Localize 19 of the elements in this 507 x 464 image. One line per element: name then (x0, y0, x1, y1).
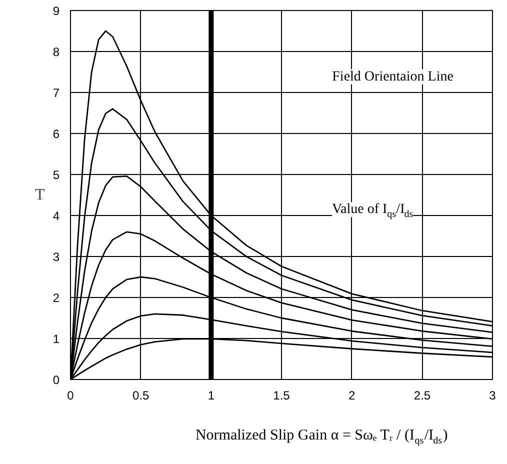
y-tick-label: 6 (52, 127, 60, 141)
y-tick-label: 0 (52, 373, 60, 387)
x-tick-label: 0.5 (132, 388, 150, 402)
y-tick-label: 9 (52, 4, 60, 18)
ref-line-label: Field Orientaion Line (332, 69, 454, 84)
x-tick-label: 1.5 (273, 388, 290, 402)
y-tick-label: 2 (52, 291, 60, 305)
x-tick-label: 2.5 (414, 388, 431, 402)
x-tick-label: 0 (67, 388, 74, 402)
y-tick-label: 8 (52, 45, 60, 59)
x-tick-label: 2 (348, 388, 356, 402)
y-tick-label: 5 (52, 168, 60, 182)
x-tick-label: 1 (208, 388, 215, 402)
y-tick-label: 1 (52, 332, 60, 346)
y-axis-title: T (35, 186, 46, 204)
y-tick-label: 4 (52, 209, 60, 223)
y-tick-label: 7 (52, 86, 60, 100)
x-tick-label: 3 (489, 388, 496, 402)
y-tick-label: 3 (52, 250, 60, 264)
